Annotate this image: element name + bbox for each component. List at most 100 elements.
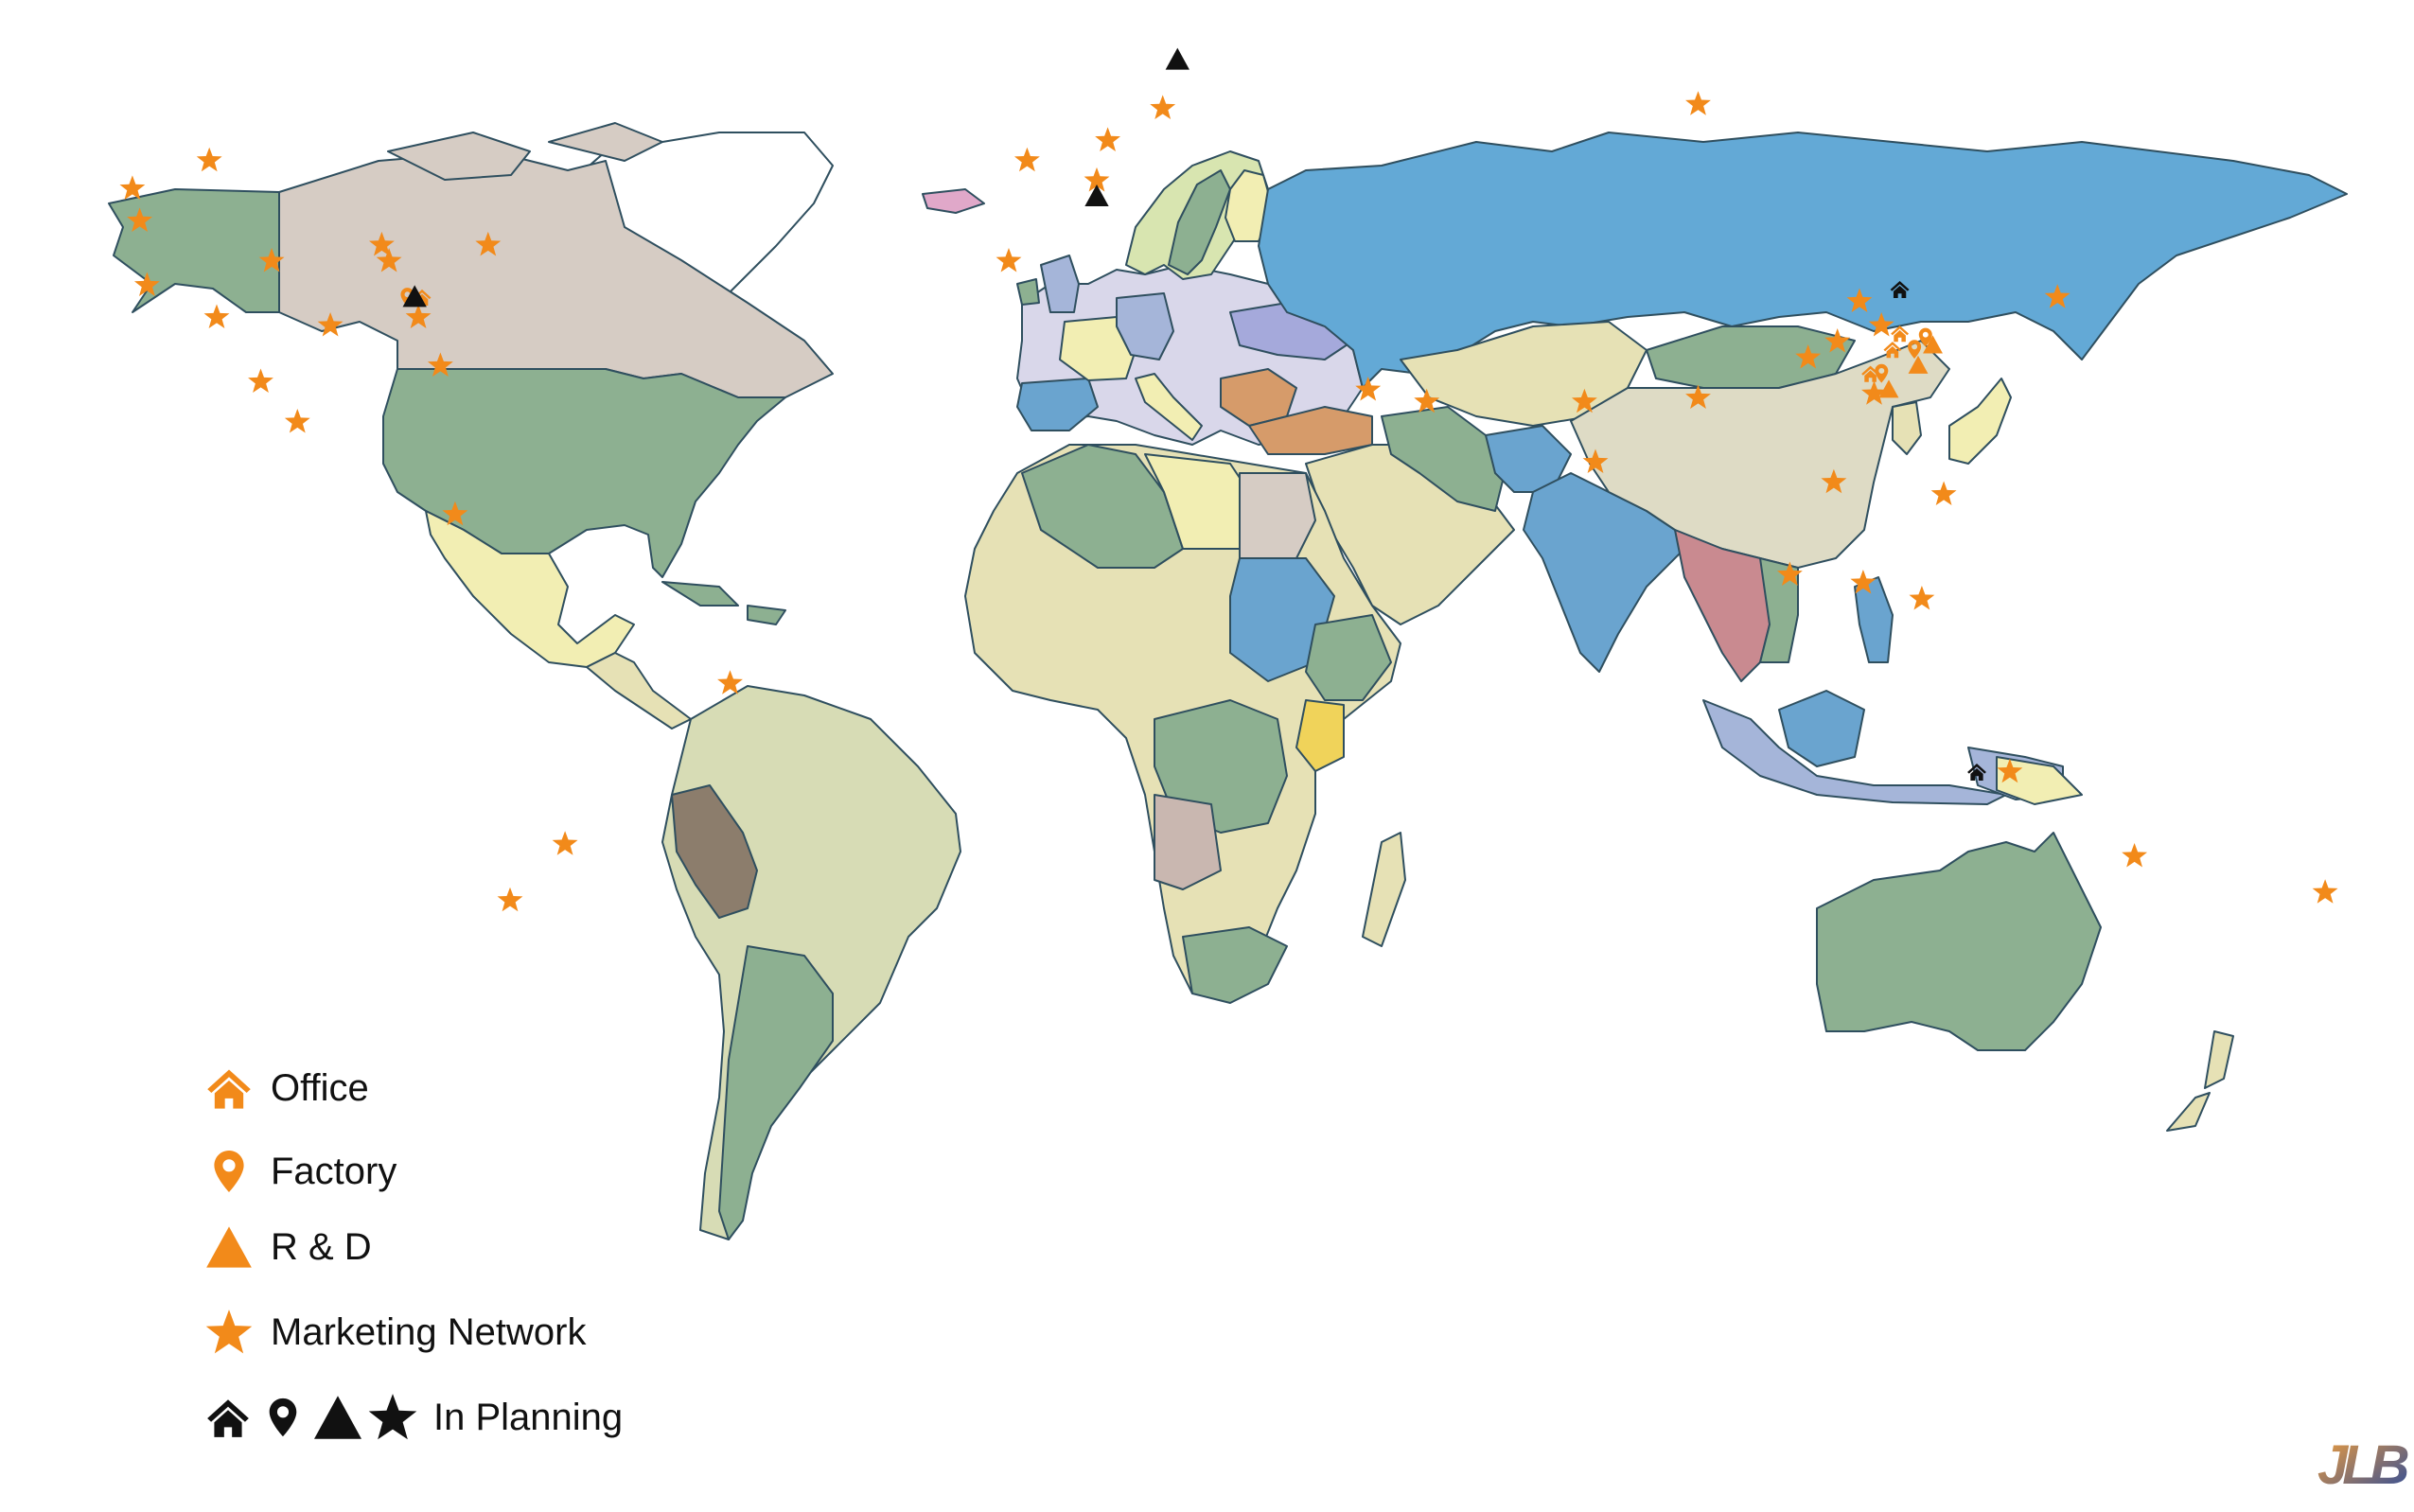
peru-shape	[671, 784, 758, 919]
marketing-star-marker	[2044, 284, 2070, 308]
egypt-shape	[1239, 472, 1316, 559]
china-shape	[1570, 340, 1950, 569]
house-icon	[201, 1060, 257, 1116]
legend-factory: Factory	[201, 1143, 396, 1200]
marketing-star-marker	[717, 670, 743, 694]
marketing-star-marker	[2312, 879, 2338, 904]
marketing-star-marker	[1850, 570, 1877, 594]
location-pin-icon	[255, 1389, 310, 1446]
legend-rnd: R & D	[201, 1219, 372, 1275]
marketing-star-marker	[1084, 167, 1110, 192]
rnd-triangle-marker	[1908, 355, 1929, 374]
legend-office-label: Office	[271, 1066, 369, 1109]
marketing-star-marker	[427, 352, 453, 378]
marketing-star-marker	[1909, 586, 1935, 610]
marketing-star-marker	[1821, 468, 1847, 494]
legend-planning-label: In Planning	[433, 1396, 624, 1438]
marketing-star-marker	[1582, 448, 1609, 474]
korea-shape	[1892, 401, 1922, 455]
philippines-shape	[1854, 576, 1894, 663]
arctic-islands-shape	[387, 122, 663, 181]
marketing-star-marker	[2122, 843, 2148, 868]
marketing-star-marker	[1846, 288, 1873, 313]
legend-marketing-label: Marketing Network	[271, 1310, 587, 1353]
marketing-star-marker	[405, 304, 432, 329]
madagascar-shape	[1362, 832, 1406, 947]
planned-rnd-marker	[402, 285, 427, 308]
triangle-icon	[201, 1219, 257, 1275]
marketing-star-marker	[442, 501, 468, 526]
new-zealand-shape	[2166, 1030, 2234, 1132]
legend-factory-label: Factory	[271, 1150, 397, 1192]
germany-shape	[1116, 292, 1174, 360]
marketing-star-marker	[1013, 147, 1040, 172]
argentina-shape	[718, 945, 834, 1240]
marketing-star-marker	[1150, 95, 1176, 119]
planned-office-marker	[1890, 280, 1910, 298]
triangle-icon	[310, 1389, 365, 1446]
planned-rnd-marker	[1084, 185, 1109, 207]
legend: Office Factory R & D Marketing Network	[201, 1060, 768, 1457]
indochina-shape	[1759, 557, 1799, 663]
legend-office: Office	[201, 1060, 369, 1116]
marketing-star-marker	[133, 272, 160, 297]
marketing-star-marker	[196, 147, 222, 172]
legend-rnd-label: R & D	[271, 1225, 372, 1268]
mexico-shape	[425, 510, 635, 668]
japan-shape	[1948, 378, 2012, 465]
factory-pin-marker	[1875, 363, 1889, 383]
marketing-star-marker	[1930, 481, 1957, 506]
marketing-star-marker	[475, 231, 502, 256]
marketing-star-marker	[1685, 384, 1711, 410]
planned-office-marker	[1967, 763, 1986, 781]
marketing-star-marker	[1776, 561, 1803, 587]
central-america-shape	[586, 652, 692, 730]
marketing-star-marker	[376, 248, 402, 273]
marketing-star-marker	[1997, 758, 2023, 783]
marketing-star-marker	[119, 175, 146, 200]
borneo-shape	[1778, 690, 1865, 767]
marketing-star-marker	[1095, 127, 1121, 151]
marketing-star-marker	[497, 887, 523, 912]
marketing-star-marker	[258, 248, 285, 273]
marketing-star-marker	[203, 304, 230, 329]
caribbean-shape	[661, 581, 786, 625]
south-africa-shape	[1182, 926, 1288, 1004]
factory-pin-marker	[1908, 340, 1922, 360]
iran-shape	[1381, 406, 1506, 512]
rnd-triangle-marker	[1878, 379, 1899, 398]
marketing-star-marker	[1868, 312, 1894, 337]
kenya-shape	[1295, 699, 1345, 772]
alaska-shape	[108, 188, 280, 313]
sudan-shape	[1229, 557, 1335, 682]
russia-shape	[1258, 132, 2348, 389]
italy-shape	[1135, 373, 1203, 441]
marketing-star-marker	[1795, 344, 1822, 369]
uk-shape	[1040, 255, 1080, 313]
location-pin-icon	[201, 1143, 257, 1200]
ireland-shape	[1016, 278, 1040, 306]
legend-planning: In Planning	[201, 1389, 623, 1446]
planned-rnd-marker	[1165, 47, 1189, 70]
ethiopia-shape	[1305, 614, 1392, 701]
marker-layer	[119, 47, 2338, 912]
marketing-star-marker	[552, 831, 578, 855]
marketing-star-marker	[1414, 388, 1440, 413]
house-icon	[201, 1389, 255, 1446]
land-layer	[108, 122, 2348, 1240]
angola-shape	[1154, 794, 1222, 890]
marketing-star-marker	[127, 207, 153, 232]
marketing-star-marker	[996, 248, 1022, 273]
marketing-star-marker	[284, 409, 310, 433]
planning-symbols	[201, 1389, 420, 1446]
legend-marketing: Marketing Network	[201, 1304, 586, 1361]
marketing-star-marker	[1571, 388, 1597, 413]
rnd-triangle-marker	[1923, 335, 1943, 354]
marketing-star-marker	[248, 368, 273, 394]
iberia-shape	[1016, 378, 1099, 431]
marketing-star-marker	[1824, 328, 1851, 353]
star-icon	[201, 1304, 257, 1361]
marketing-star-marker	[317, 312, 344, 337]
usa-shape	[382, 368, 786, 578]
iceland-shape	[922, 188, 985, 214]
